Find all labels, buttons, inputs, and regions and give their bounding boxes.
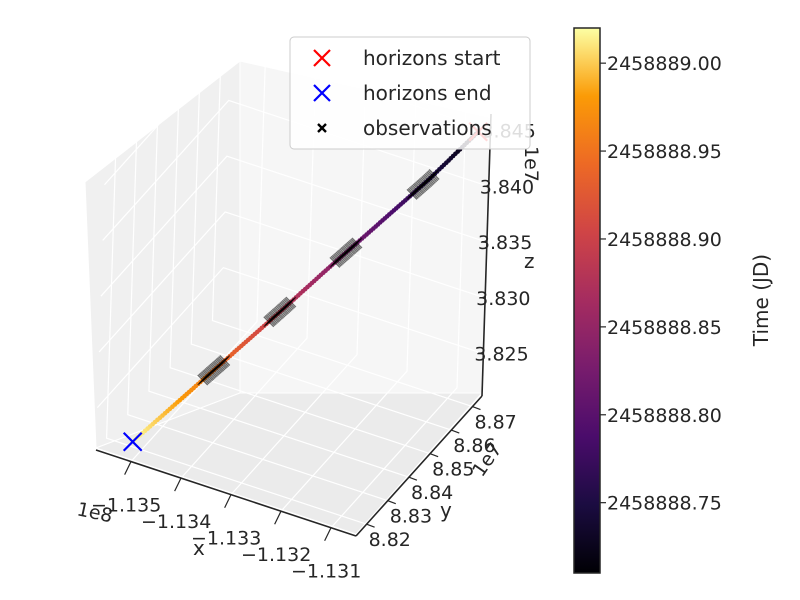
y-axis-line (355, 395, 483, 537)
observation-marker (263, 316, 275, 328)
colorbar-gradient (573, 27, 601, 574)
colorbar: 2458888.75 2458888.80 2458888.85 2458888.90… (573, 27, 773, 574)
x-axis-label: x (193, 536, 205, 560)
legend-marker (313, 49, 331, 67)
y-gridline (105, 156, 367, 525)
z-gridline (96, 266, 484, 409)
colorbar-ticks: 2458888.75 2458888.80 2458888.85 2458888.90… (600, 53, 722, 515)
tick-marks (124, 130, 491, 542)
x-tick-label: −1.131 (291, 561, 361, 583)
x-tick (224, 494, 232, 508)
y-tick (429, 453, 439, 458)
y-tick-label: 8.83 (390, 506, 432, 528)
z-offset-label: 1e7 (520, 146, 542, 182)
x-gridline (130, 39, 267, 462)
y-tick (408, 476, 418, 481)
y-tick (387, 500, 396, 505)
x-tick (274, 510, 282, 525)
legend-entries: horizons start horizons end observations (313, 46, 501, 140)
y-tick-label: 8.87 (474, 412, 516, 434)
y-gridline (169, 85, 431, 455)
x-tick (324, 527, 332, 542)
trajectory (130, 129, 481, 445)
horizons-end-marker (122, 431, 143, 452)
y-tick (472, 406, 481, 411)
colorbar-tick-label: 2458889.00 (607, 53, 722, 75)
legend-box (289, 36, 531, 150)
z-gridline (100, 155, 488, 297)
z-tick-label: 3.835 (478, 232, 532, 254)
x-tick (174, 477, 182, 492)
x-gridline (280, 89, 417, 512)
y-gridline (148, 109, 410, 478)
legend-marker (317, 123, 327, 133)
y-tick-label: 8.85 (432, 459, 474, 481)
colorbar-tick-label: 2458888.75 (607, 493, 722, 515)
z-tick-label: 3.825 (474, 344, 528, 366)
x-tick-label: −1.134 (141, 511, 211, 533)
z-gridline (98, 211, 486, 353)
x-axis-line (95, 449, 357, 537)
z-axis-line (481, 113, 492, 397)
y-tick-label: 8.86 (453, 435, 495, 457)
colorbar-tick-label: 2458888.95 (607, 141, 722, 163)
y-gridline (211, 38, 473, 408)
y-tick (366, 523, 375, 528)
z-gridline (102, 99, 489, 241)
legend-label: observations (363, 116, 492, 140)
y-axis-label: y (440, 498, 452, 522)
observation-marker (197, 374, 209, 386)
legend-label: horizons end (363, 81, 492, 105)
colorbar-tick-label: 2458888.90 (607, 229, 722, 251)
x-tick-label: −1.132 (241, 544, 311, 566)
y-gridline (190, 62, 452, 431)
axis-lines (95, 113, 492, 537)
y-tick (451, 429, 460, 434)
y-gridline (127, 132, 388, 502)
z-axis-label: z (524, 249, 535, 273)
x-gridline (330, 105, 467, 529)
x-tick-label: −1.135 (91, 495, 161, 517)
colorbar-tick-label: 2458888.85 (607, 317, 722, 339)
x-gridline (230, 72, 367, 496)
y-tick-label: 8.84 (411, 482, 453, 504)
colorbar-tick-label: 2458888.80 (607, 405, 722, 427)
x-gridline (180, 56, 317, 479)
observation-marker (329, 256, 341, 268)
y-tick-label: 8.82 (369, 529, 411, 551)
legend: horizons start horizons end observations (289, 36, 531, 150)
legend-marker (313, 84, 331, 102)
colorbar-label: Time (JD) (749, 254, 773, 347)
z-tick-label: 3.830 (476, 288, 530, 310)
x-tick-label: −1.133 (191, 528, 261, 550)
observation-marker (406, 188, 418, 200)
z-tick-label: 3.840 (480, 176, 534, 198)
legend-label: horizons start (363, 46, 501, 70)
x-tick (124, 461, 132, 475)
